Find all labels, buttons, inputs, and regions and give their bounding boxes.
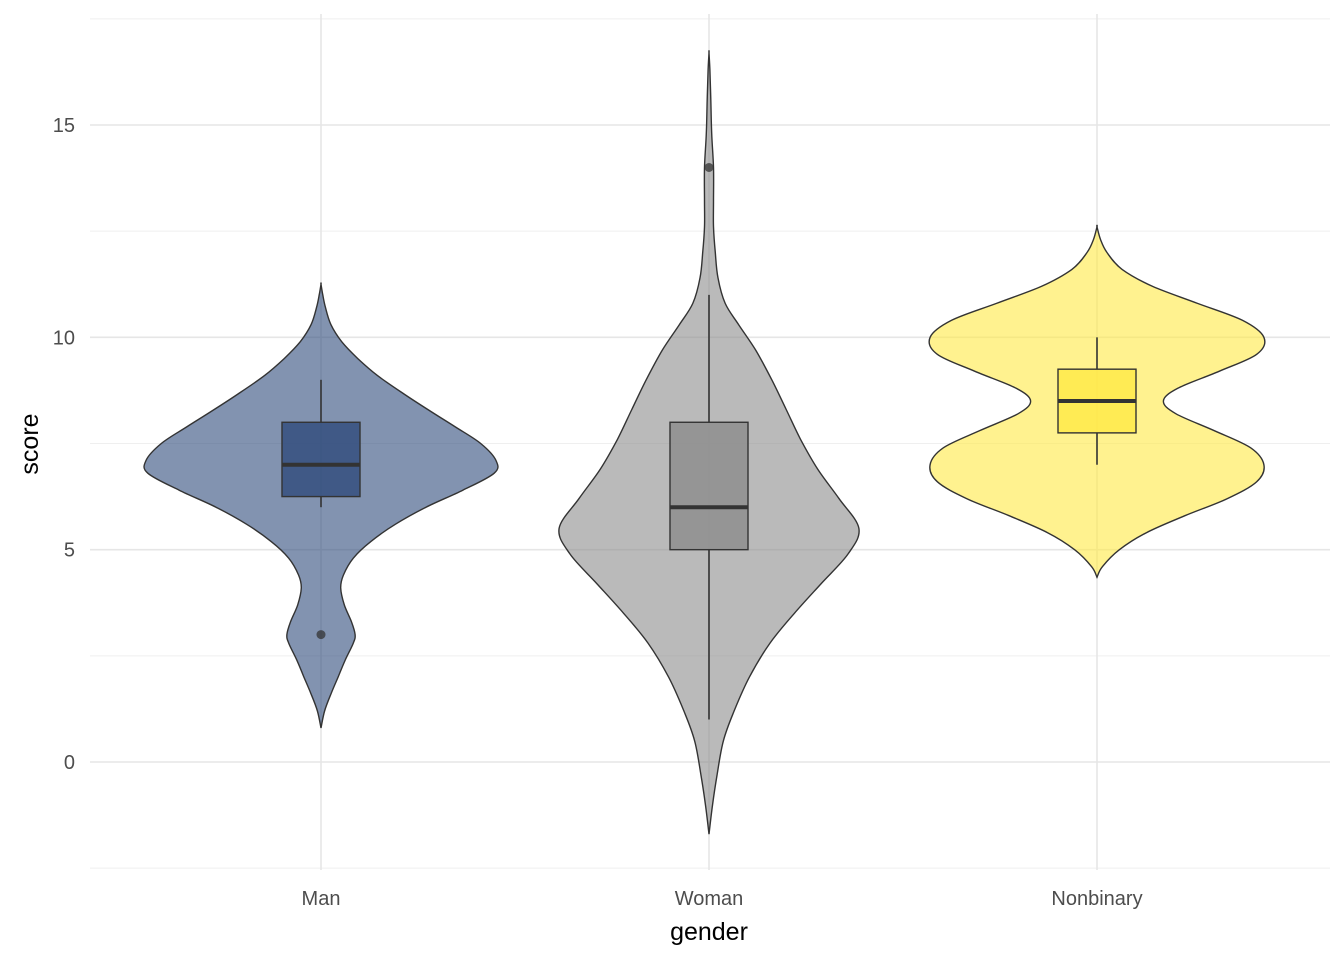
x-axis-ticks: Man Woman Nonbinary	[302, 888, 1143, 910]
boxplot-layer	[281, 162, 1137, 720]
x-tick-label: Nonbinary	[1051, 888, 1142, 910]
x-tick-label: Man	[302, 888, 341, 910]
outlier-point	[316, 630, 326, 640]
box-man	[281, 421, 361, 498]
x-axis-title: gender	[670, 918, 748, 946]
y-tick-label: 5	[64, 540, 75, 562]
y-axis-ticks: 0 5 10 15	[53, 115, 75, 774]
y-tick-label: 0	[64, 752, 75, 774]
box-woman	[669, 421, 749, 551]
x-tick-label: Woman	[675, 888, 744, 910]
outlier-point	[704, 162, 714, 172]
y-tick-label: 15	[53, 115, 75, 137]
y-axis-title: score	[16, 413, 44, 474]
y-tick-label: 10	[53, 327, 75, 349]
